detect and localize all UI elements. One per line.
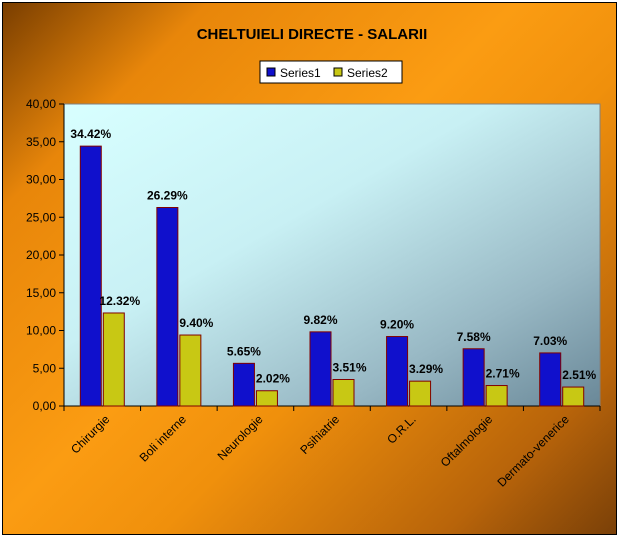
data-label: 9.82%: [303, 313, 337, 327]
legend-label-series1: Series1: [280, 66, 321, 80]
y-tick-label: 5,00: [33, 361, 57, 375]
bar-series2-0: [102, 312, 125, 407]
bar-series2-1: [179, 334, 202, 407]
data-label: 7.03%: [533, 334, 567, 348]
y-tick-label: 15,00: [26, 286, 56, 300]
y-tick-label: 25,00: [26, 210, 56, 224]
bar-series2-6: [562, 386, 585, 407]
data-label: 3.29%: [409, 362, 443, 376]
bar-series1-5: [462, 348, 485, 407]
x-category-label: O.R.L.: [384, 412, 418, 446]
data-label: 34.42%: [70, 127, 111, 141]
bar-series1-3: [309, 331, 332, 407]
x-category-label: Chirurgie: [68, 412, 113, 457]
bar-series2-4: [409, 380, 432, 407]
x-category-label: Oftalmologie: [438, 412, 496, 470]
legend-box: [259, 60, 403, 84]
data-label: 5.65%: [227, 344, 261, 358]
data-label: 7.58%: [457, 330, 491, 344]
y-tick-label: 0,00: [33, 399, 57, 413]
x-category-label: Dermato-venerice: [494, 412, 572, 490]
bar-chart: CHELTUIELI DIRECTE - SALARII Series1 Seri…: [26, 26, 601, 490]
legend-swatch-series2: [333, 67, 343, 77]
y-tick-label: 10,00: [26, 324, 56, 338]
bar-series2-3: [332, 378, 355, 407]
x-category-label: Psihiatrie: [297, 412, 342, 457]
y-tick-label: 40,00: [26, 97, 56, 111]
data-label: 9.40%: [179, 316, 213, 330]
data-label: 2.02%: [256, 372, 290, 386]
legend-label-series2: Series2: [347, 66, 388, 80]
data-label: 3.51%: [332, 360, 366, 374]
bar-series1-1: [156, 207, 179, 407]
bar-series1-6: [539, 352, 562, 407]
bar-series1-0: [79, 145, 102, 407]
legend: Series1 Series2: [259, 60, 403, 84]
x-category-label: Boli interne: [137, 412, 190, 465]
legend-swatch-series1: [266, 67, 276, 77]
y-tick-label: 35,00: [26, 135, 56, 149]
bar-series2-5: [485, 385, 508, 407]
plot-area: 0,00 5,00 10,00 15,00 20,00 25,00 30,00 35,00 40…: [26, 97, 601, 490]
data-label: 26.29%: [147, 189, 188, 203]
data-label: 2.71%: [486, 367, 520, 381]
x-category-label: Neurologie: [215, 412, 266, 463]
plot-background: [63, 103, 601, 407]
bar-series1-2: [232, 362, 255, 407]
data-label: 9.20%: [380, 318, 414, 332]
y-tick-label: 20,00: [26, 248, 56, 262]
bar-series1-4: [386, 336, 409, 407]
chart-title: CHELTUIELI DIRECTE - SALARII: [197, 26, 428, 43]
bar-series2-2: [255, 390, 278, 407]
data-label: 2.51%: [562, 368, 596, 382]
data-label: 12.32%: [99, 294, 140, 308]
y-tick-label: 30,00: [26, 173, 56, 187]
